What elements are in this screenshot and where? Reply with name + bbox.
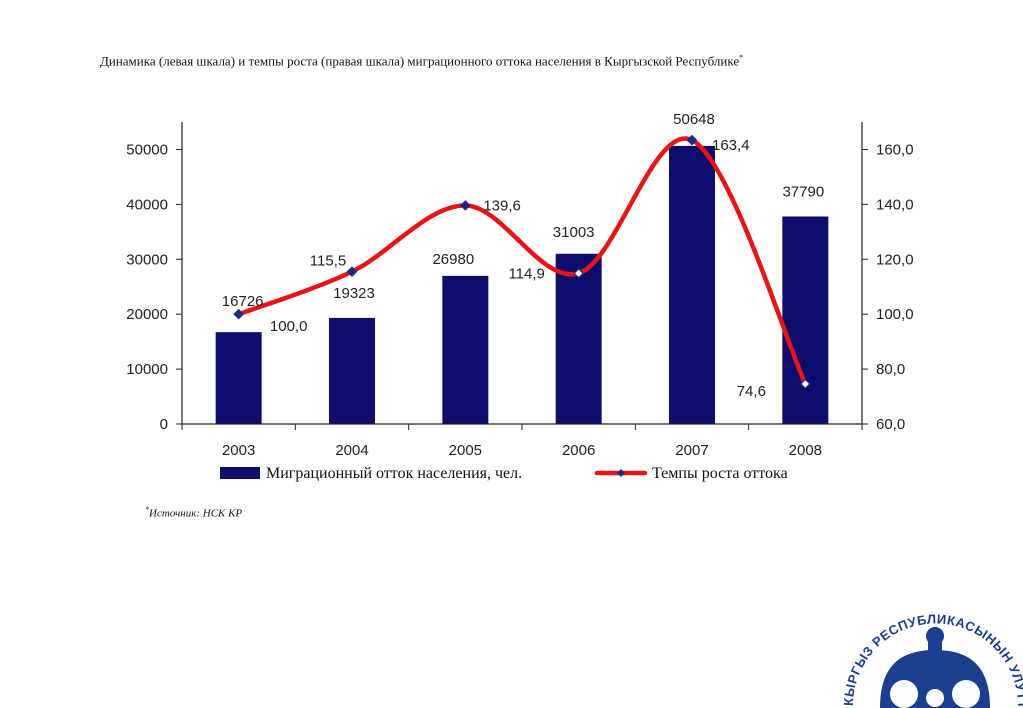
left-tick-label: 30000 <box>126 251 168 268</box>
left-tick-label: 20000 <box>126 306 168 323</box>
source-footnote-mark: * <box>145 505 149 514</box>
rate-point-2008 <box>799 378 811 390</box>
left-tick-label: 0 <box>160 416 168 433</box>
rate-point-2006 <box>573 267 585 279</box>
left-tick-label: 40000 <box>126 196 168 213</box>
source-text: Источник: НСК КР <box>149 507 243 520</box>
legend-bar-swatch <box>220 467 260 479</box>
right-tick-label: 140,0 <box>876 196 914 213</box>
bar-value-label: 31003 <box>553 224 595 241</box>
bar-2006 <box>555 253 602 424</box>
legend-line-marker <box>617 469 625 477</box>
rate-value-label: 139,6 <box>483 197 521 214</box>
rate-value-label: 115,5 <box>310 253 346 270</box>
bar-value-label: 50648 <box>673 111 715 128</box>
right-tick-label: 60,0 <box>876 416 905 433</box>
bar-2005 <box>442 275 489 424</box>
rate-value-label: 100,0 <box>270 318 308 335</box>
rate-point-2004 <box>346 266 358 277</box>
rate-point-2003 <box>233 308 245 320</box>
bar-2007 <box>669 145 715 425</box>
chart-title: Динамика (левая шкала) и темпы роста (пр… <box>100 50 940 69</box>
right-tick-label: 160,0 <box>876 141 914 158</box>
x-tick-label: 2006 <box>562 442 595 459</box>
rate-point-2005 <box>459 200 471 211</box>
bar-2003 <box>215 332 262 424</box>
bar-2008 <box>782 216 829 424</box>
x-tick-label: 2007 <box>675 442 708 459</box>
right-tick-label: 100,0 <box>876 306 914 323</box>
x-tick-label: 2003 <box>222 442 255 459</box>
chart-title-text: Динамика (левая шкала) и темпы роста (пр… <box>100 53 740 69</box>
source-note: *Источник: НСК КР <box>145 505 242 520</box>
x-tick-label: 2008 <box>789 442 822 459</box>
left-tick-label: 50000 <box>126 141 168 158</box>
national-bank-logo: КЫРГЫЗ РЕСПУБЛИКАСЫНЫН УЛУТТУК БАНКЫ <box>838 598 1023 708</box>
right-tick-label: 80,0 <box>876 361 905 378</box>
legend-bar-label: Миграционный отток населения, чел. <box>266 465 522 482</box>
bar-value-label: 26980 <box>432 251 474 268</box>
bar-2004 <box>329 317 375 424</box>
x-tick-label: 2004 <box>335 442 368 459</box>
left-tick-label: 10000 <box>126 361 168 378</box>
legend-line-label: Темпы роста оттока <box>652 465 788 482</box>
bar-value-label: 37790 <box>782 183 824 200</box>
rate-value-label: 114,9 <box>508 265 544 282</box>
bar-value-label: 19323 <box>333 285 375 302</box>
x-tick-label: 2005 <box>449 442 482 459</box>
rate-value-label: 163,4 <box>712 137 750 154</box>
bar-value-label: 16726 <box>222 293 264 310</box>
right-tick-label: 120,0 <box>876 251 914 268</box>
rate-point-2007 <box>686 134 698 146</box>
title-footnote-mark: * <box>739 53 744 62</box>
rate-value-label: 74,6 <box>737 383 766 400</box>
